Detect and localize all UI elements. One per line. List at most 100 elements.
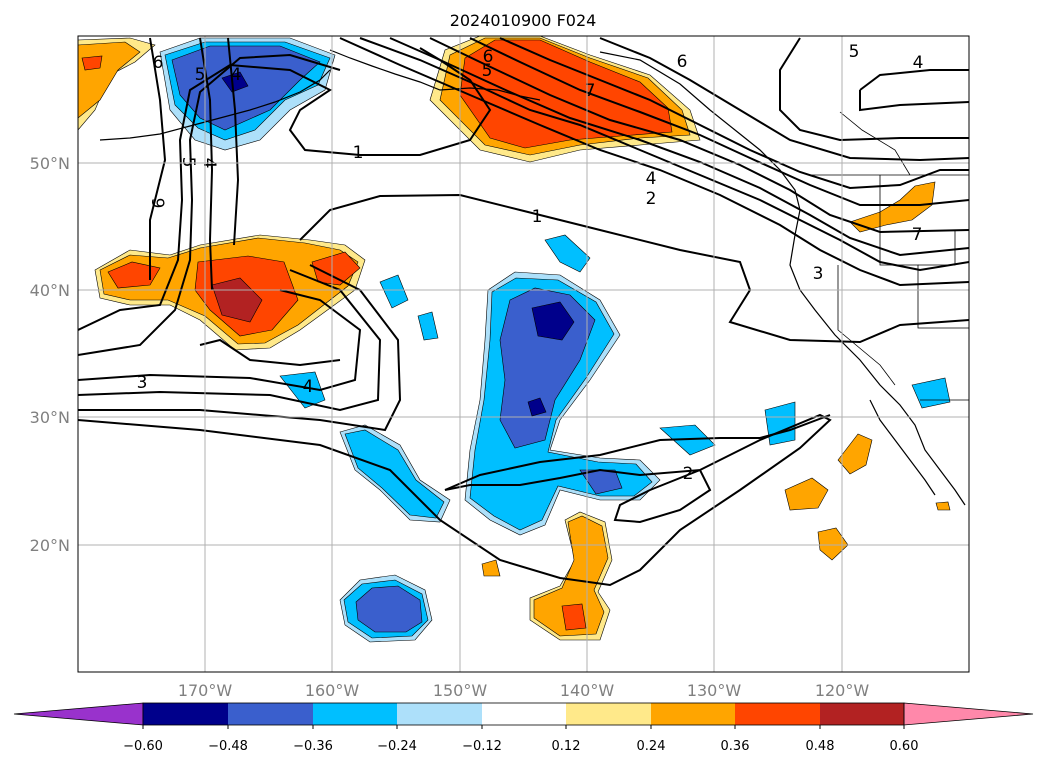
contour-label: 6: [153, 53, 164, 73]
colorbar-tick-label: 0.36: [721, 739, 750, 754]
contour-label: 4: [231, 65, 242, 85]
contour-line: [199, 37, 214, 291]
map-title: 2024010900 F024: [450, 11, 597, 30]
positive-anomaly-region: [481, 559, 501, 577]
contour-line: [78, 413, 832, 587]
negative-anomaly-region: [279, 371, 326, 409]
colorbar: −0.60 −0.48 −0.36 −0.24 −0.12 0.12 0.24 0.36 0.4…: [13, 702, 1034, 754]
negative-anomaly-region: [379, 274, 409, 309]
contour-label: 4: [303, 377, 314, 397]
contour-label: 5: [178, 157, 198, 168]
contour-line: [389, 37, 969, 257]
lon-label: 120°W: [815, 681, 870, 700]
positive-anomaly-region: [561, 603, 587, 631]
colorbar-segment: [566, 703, 651, 725]
contour-label: 4: [913, 53, 924, 73]
positive-anomaly-region: [837, 433, 873, 475]
colorbar-tick-label: −0.12: [462, 739, 502, 754]
negative-anomaly-region: [544, 234, 591, 273]
contour-line: [149, 37, 167, 280]
lat-label: 20°N: [30, 536, 70, 555]
colorbar-segment: [397, 703, 482, 725]
contour-line: [78, 289, 362, 392]
colorbar-segment: [143, 703, 228, 725]
contour-line: [859, 90, 969, 112]
lat-label: 40°N: [30, 281, 70, 300]
contour-label: 7: [912, 225, 923, 245]
positive-anomaly-region: [81, 55, 103, 71]
longitude-labels: 170°W 160°W 150°W 140°W 130°W 120°W: [178, 681, 870, 700]
contour-line: [429, 37, 969, 234]
contour-label: 7: [585, 81, 596, 101]
contour-line: [299, 193, 969, 344]
gridline-layer: [78, 36, 969, 672]
positive-anomaly-region: [211, 277, 263, 323]
lon-label: 150°W: [433, 681, 488, 700]
negative-anomaly-region: [221, 71, 249, 93]
contour-line: [78, 53, 341, 356]
contour-line: [78, 264, 402, 432]
lat-label: 30°N: [30, 408, 70, 427]
colorbar-tick-label: −0.60: [123, 739, 163, 754]
colorbar-segment: [820, 703, 904, 725]
contour-label: 2: [646, 189, 657, 209]
lon-label: 160°W: [305, 681, 360, 700]
colorbar-tick-label: 0.60: [890, 739, 919, 754]
negative-anomaly-region: [355, 585, 423, 633]
north-america-coastline: [599, 51, 966, 506]
colorbar-segment: [228, 703, 313, 725]
colorbar-frame: [142, 702, 905, 726]
colorbar-tick-label: 0.24: [637, 739, 666, 754]
contour-label: 1: [353, 143, 364, 163]
colorbar-extend-min: [13, 702, 144, 726]
contour-layer: [78, 37, 969, 587]
alaska-coastline: [329, 49, 541, 101]
positive-anomaly-region: [935, 501, 951, 511]
lon-label: 170°W: [178, 681, 233, 700]
contour-label: 3: [813, 264, 824, 284]
contour-line: [499, 37, 969, 190]
contour-line: [859, 69, 969, 91]
contour-line: [78, 269, 382, 412]
contour-line: [227, 37, 240, 246]
colorbar-tick-label: −0.36: [293, 739, 333, 754]
positive-anomaly-region: [107, 261, 161, 289]
border-layer: [810, 111, 969, 401]
map-frame: [77, 35, 970, 673]
contour-label: 1: [532, 207, 543, 227]
contour-label: 5: [849, 42, 860, 62]
colorbar-tick-label: 0.48: [806, 739, 835, 754]
contour-line: [78, 47, 492, 331]
contour-line: [469, 37, 969, 206]
map-content: 6 5 4 1 6 5 7 6 5 4 1 4 2 3 7 9 5 4 3 4 …: [78, 36, 969, 672]
positive-anomaly-region: [533, 515, 609, 637]
colorbar-segment: [313, 703, 397, 725]
contour-line: [359, 37, 969, 272]
contour-line: [599, 37, 969, 162]
colorbar-segment: [651, 703, 735, 725]
colorbar-tick-label: 0.12: [552, 739, 581, 754]
contour-label: 3: [137, 373, 148, 393]
contour-label: 9: [147, 198, 167, 209]
state-border: [837, 265, 896, 386]
positive-anomaly-region: [311, 251, 361, 286]
contour-line: [199, 338, 341, 367]
negative-anomaly-region: [531, 301, 575, 341]
colorbar-tick-label: −0.48: [208, 739, 248, 754]
positive-anomaly-region: [817, 527, 849, 561]
negative-anomaly-region: [499, 287, 596, 449]
contour-line: [339, 37, 969, 287]
contour-label: 6: [483, 47, 494, 67]
contour-label: 5: [195, 65, 206, 85]
colorbar-segment: [482, 703, 566, 725]
negative-anomaly-region: [527, 397, 547, 417]
contour-line: [779, 37, 969, 142]
colorbar-extend-max: [903, 702, 1034, 726]
lon-label: 130°W: [687, 681, 742, 700]
contour-line: [444, 414, 831, 491]
contour-label: 2: [683, 464, 694, 484]
latitude-labels: 50°N 40°N 30°N 20°N: [30, 154, 70, 555]
negative-anomaly-region: [171, 45, 321, 131]
negative-anomaly-region: [911, 377, 951, 409]
